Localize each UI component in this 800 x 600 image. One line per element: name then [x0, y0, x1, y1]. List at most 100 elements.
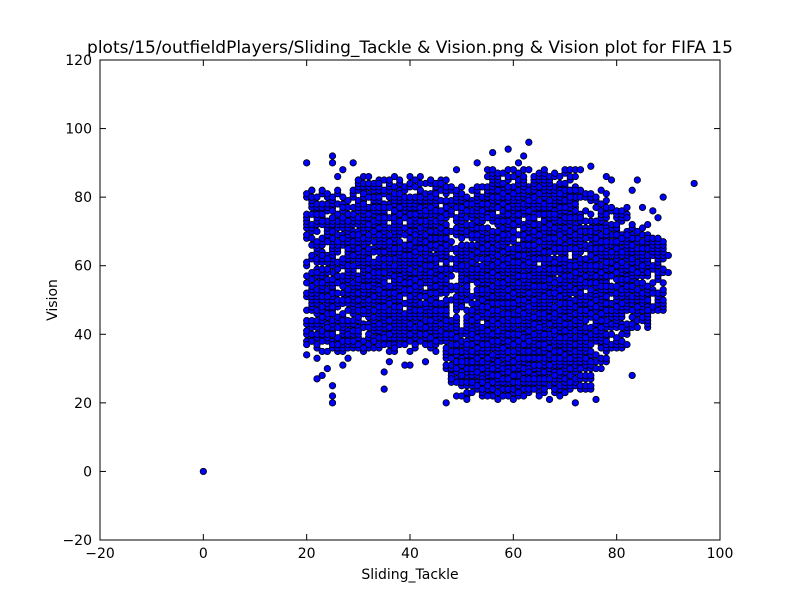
data-point — [551, 289, 559, 297]
data-point — [525, 289, 533, 297]
data-point — [432, 347, 440, 356]
data-point — [328, 399, 337, 407]
data-point — [551, 258, 559, 266]
data-point — [566, 272, 574, 280]
data-point — [489, 210, 497, 218]
data-point — [556, 392, 564, 400]
data-point — [447, 238, 455, 246]
data-point — [354, 296, 362, 304]
data-point — [592, 313, 600, 321]
data-point — [556, 275, 564, 284]
data-point — [571, 172, 579, 181]
data-point — [613, 268, 621, 277]
data-point — [525, 196, 533, 205]
data-point — [602, 292, 610, 301]
data-point — [489, 364, 497, 373]
data-point — [530, 320, 538, 328]
data-point — [396, 210, 404, 218]
data-point — [597, 186, 605, 194]
data-point — [525, 138, 533, 146]
data-point — [432, 282, 440, 290]
data-point — [483, 214, 492, 222]
data-point — [365, 265, 373, 273]
data-point — [313, 268, 321, 277]
data-point — [561, 327, 569, 335]
data-point — [514, 159, 523, 167]
data-point — [406, 241, 414, 249]
data-point — [447, 354, 455, 362]
data-point — [339, 166, 347, 174]
data-point — [473, 159, 481, 167]
data-point — [406, 292, 414, 301]
data-point — [499, 392, 507, 400]
data-point — [592, 272, 600, 280]
data-point — [421, 358, 430, 366]
data-point — [659, 279, 667, 287]
data-point — [483, 241, 492, 249]
data-point — [437, 299, 445, 308]
data-point — [406, 279, 414, 287]
data-point — [401, 340, 409, 349]
data-point — [659, 286, 667, 294]
data-point — [551, 234, 559, 242]
data-point — [406, 172, 414, 181]
data-point — [664, 251, 672, 260]
data-point — [328, 303, 337, 311]
data-point — [483, 200, 492, 208]
data-point — [566, 364, 574, 373]
data-point — [638, 279, 647, 287]
data-point — [525, 258, 533, 266]
data-point — [659, 296, 667, 304]
data-point — [328, 207, 337, 215]
data-point — [406, 217, 414, 225]
data-point — [592, 296, 600, 304]
data-point — [483, 310, 492, 318]
data-point — [535, 190, 543, 198]
data-point — [618, 337, 626, 345]
data-point — [303, 327, 311, 335]
data-point — [452, 378, 461, 386]
data-point — [556, 244, 564, 253]
data-point — [494, 306, 502, 314]
data-point — [468, 316, 476, 325]
data-point — [437, 214, 445, 222]
data-point — [504, 210, 512, 218]
data-point — [556, 368, 564, 376]
data-point — [365, 220, 373, 229]
data-point — [494, 395, 502, 404]
data-point — [690, 179, 698, 188]
data-point — [365, 172, 373, 181]
data-point — [592, 193, 600, 201]
y-tick-label: 20 — [74, 396, 92, 412]
data-point — [499, 262, 507, 270]
data-point — [514, 251, 523, 260]
data-point — [592, 217, 600, 225]
data-point — [628, 265, 636, 273]
data-point — [582, 255, 590, 263]
data-point — [571, 268, 579, 277]
data-point — [489, 268, 497, 277]
data-point — [468, 358, 476, 366]
data-point — [416, 172, 424, 181]
data-point — [452, 364, 461, 373]
data-point — [365, 330, 373, 338]
data-point — [313, 227, 321, 236]
data-point — [576, 214, 585, 222]
data-point — [545, 320, 554, 328]
data-point — [396, 203, 404, 212]
data-point — [628, 306, 636, 314]
data-point — [308, 251, 316, 260]
data-point — [468, 347, 476, 356]
data-point — [535, 196, 543, 205]
data-point — [478, 378, 486, 386]
data-point — [396, 275, 404, 284]
data-point — [623, 231, 631, 239]
y-tick-label: 60 — [74, 259, 92, 275]
data-point — [613, 220, 621, 229]
data-point — [494, 371, 502, 380]
data-point — [349, 210, 357, 218]
data-point — [530, 296, 538, 304]
data-point — [545, 220, 554, 229]
data-point — [365, 323, 373, 332]
data-point — [437, 179, 445, 188]
